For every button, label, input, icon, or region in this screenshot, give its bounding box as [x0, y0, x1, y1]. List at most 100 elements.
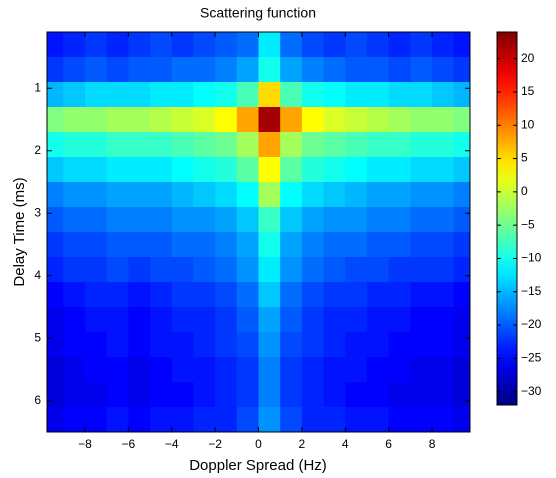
heatmap-cell — [106, 382, 129, 408]
heatmap-cell — [301, 382, 325, 408]
heatmap-cell — [366, 157, 390, 183]
heatmap-cell — [236, 57, 259, 83]
heatmap-cell — [432, 382, 455, 408]
heatmap-cell — [236, 382, 259, 408]
heatmap-cell — [453, 132, 470, 158]
heatmap-cell — [432, 132, 455, 158]
heatmap-cell — [171, 32, 194, 58]
heatmap-cell — [258, 257, 281, 283]
heatmap-cell — [432, 357, 455, 383]
heatmap-cell — [453, 282, 470, 308]
heatmap-cell — [345, 132, 368, 158]
heatmap-cell — [236, 257, 259, 283]
heatmap-cell — [150, 307, 173, 333]
heatmap-cell — [236, 407, 259, 432]
heatmap-cell — [236, 182, 259, 208]
colorbar-tick-label: 20 — [521, 51, 535, 65]
x-tick-label: −4 — [165, 437, 179, 451]
heatmap-cell — [150, 357, 173, 383]
heatmap-cell — [410, 207, 433, 233]
heatmap-cell — [193, 82, 216, 108]
y-tick-label: 6 — [34, 393, 41, 407]
heatmap-cell — [84, 307, 108, 333]
heatmap-cell — [432, 332, 455, 358]
heatmap-cell — [388, 207, 411, 233]
heatmap-cell — [453, 257, 470, 283]
heatmap-cell — [47, 157, 64, 183]
heatmap-cell — [258, 157, 281, 183]
heatmap-cell — [150, 232, 173, 258]
heatmap-cell — [410, 407, 433, 432]
heatmap-cell — [280, 232, 303, 258]
heatmap-cell — [236, 107, 259, 133]
heatmap-cell — [410, 282, 433, 308]
heatmap-cell — [171, 82, 194, 108]
heatmap-cell — [345, 182, 368, 208]
heatmap-cell — [410, 307, 433, 333]
heatmap-cell — [323, 332, 346, 358]
heatmap-cell — [84, 382, 108, 408]
heatmap-cell — [150, 382, 173, 408]
y-tick-label: 4 — [34, 268, 41, 282]
heatmap-cell — [171, 357, 194, 383]
heatmap-cell — [215, 282, 238, 308]
heatmap-cell — [215, 132, 238, 158]
heatmap-cell — [453, 57, 470, 83]
heatmap-cell — [323, 132, 346, 158]
heatmap-cell — [258, 107, 281, 133]
heatmap-cell — [301, 282, 325, 308]
heatmap-cell — [345, 282, 368, 308]
heatmap-cell — [193, 32, 216, 58]
heatmap-cell — [236, 232, 259, 258]
colorbar-tick-label: −25 — [521, 351, 542, 365]
y-tick-label: 1 — [34, 80, 41, 94]
heatmap-cell — [453, 407, 470, 432]
heatmap-cell — [128, 32, 151, 58]
heatmap-cell — [150, 132, 173, 158]
heatmap — [47, 32, 470, 432]
heatmap-cell — [280, 357, 303, 383]
heatmap-cell — [432, 232, 455, 258]
heatmap-cell — [236, 282, 259, 308]
heatmap-cell — [453, 232, 470, 258]
colorbar-tick-label: −5 — [521, 217, 535, 231]
heatmap-cell — [345, 232, 368, 258]
heatmap-cell — [280, 107, 303, 133]
heatmap-cell — [193, 257, 216, 283]
heatmap-cell — [345, 257, 368, 283]
heatmap-cell — [432, 282, 455, 308]
heatmap-cell — [215, 157, 238, 183]
heatmap-cell — [453, 182, 470, 208]
heatmap-cell — [106, 82, 129, 108]
heatmap-cell — [128, 57, 151, 83]
heatmap-cell — [63, 157, 86, 183]
heatmap-cell — [453, 107, 470, 133]
heatmap-cell — [432, 107, 455, 133]
heatmap-cell — [193, 132, 216, 158]
heatmap-cell — [128, 357, 151, 383]
heatmap-cell — [323, 357, 346, 383]
heatmap-cell — [193, 107, 216, 133]
heatmap-cell — [410, 232, 433, 258]
heatmap-cell — [258, 207, 281, 233]
heatmap-cell — [301, 32, 325, 58]
heatmap-cell — [215, 357, 238, 383]
colorbar-tick-label: 10 — [521, 117, 535, 131]
heatmap-cell — [63, 82, 86, 108]
heatmap-cell — [236, 307, 259, 333]
heatmap-cell — [171, 207, 194, 233]
heatmap-cell — [150, 282, 173, 308]
heatmap-cell — [106, 132, 129, 158]
heatmap-cell — [193, 207, 216, 233]
heatmap-cell — [388, 382, 411, 408]
heatmap-cell — [432, 57, 455, 83]
heatmap-cell — [63, 257, 86, 283]
heatmap-cell — [193, 382, 216, 408]
heatmap-cell — [280, 382, 303, 408]
y-tick-label: 5 — [34, 330, 41, 344]
heatmap-cell — [323, 32, 346, 58]
y-tick-label: 3 — [34, 205, 41, 219]
heatmap-cell — [106, 257, 129, 283]
heatmap-cell — [63, 32, 86, 58]
heatmap-cell — [47, 182, 64, 208]
